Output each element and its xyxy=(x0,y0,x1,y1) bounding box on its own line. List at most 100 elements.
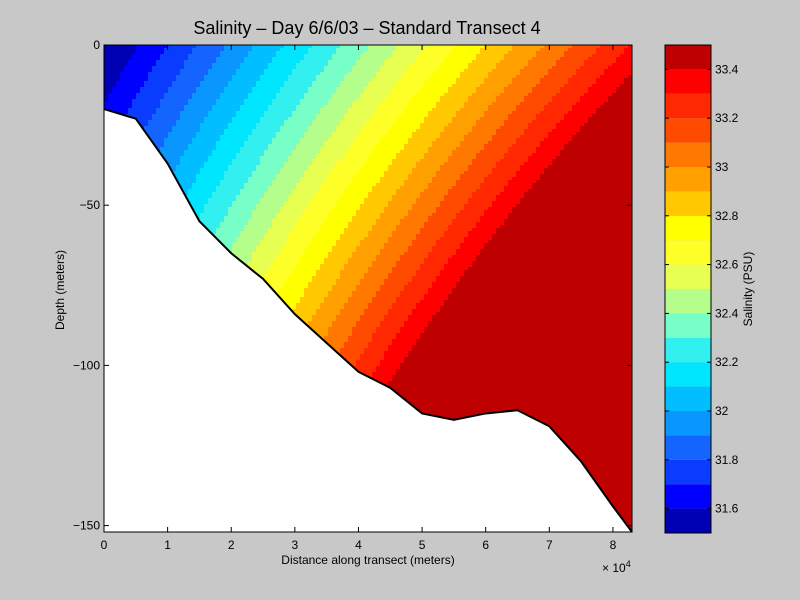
salinity-cell xyxy=(364,156,369,160)
salinity-cell xyxy=(352,195,357,199)
salinity-cell xyxy=(300,285,305,289)
salinity-cell xyxy=(336,216,341,220)
salinity-cell xyxy=(284,153,289,157)
salinity-cell xyxy=(340,186,345,190)
salinity-cell xyxy=(216,153,221,157)
salinity-cell xyxy=(300,189,305,193)
salinity-cell xyxy=(320,228,325,232)
salinity-cell xyxy=(312,300,317,304)
salinity-cell xyxy=(312,222,317,226)
salinity-cell xyxy=(300,273,305,277)
salinity-cell xyxy=(228,60,233,64)
salinity-cell xyxy=(324,54,329,58)
salinity-cell xyxy=(156,132,161,136)
salinity-cell xyxy=(200,147,205,151)
salinity-cell xyxy=(368,369,373,373)
salinity-cell xyxy=(340,333,345,337)
salinity-cell xyxy=(232,105,237,109)
salinity-cell xyxy=(372,117,377,121)
salinity-cell xyxy=(204,57,209,61)
salinity-cell xyxy=(244,87,249,91)
salinity-cell xyxy=(220,108,225,112)
salinity-cell xyxy=(208,105,213,109)
salinity-cell xyxy=(316,138,321,142)
salinity-cell xyxy=(184,90,189,94)
salinity-cell xyxy=(140,84,145,88)
salinity-cell xyxy=(272,138,277,142)
salinity-cell xyxy=(312,75,317,79)
salinity-cell xyxy=(300,81,305,85)
salinity-cell xyxy=(316,186,321,190)
salinity-cell xyxy=(148,69,153,73)
salinity-cell xyxy=(268,144,273,148)
salinity-cell xyxy=(320,183,325,187)
salinity-cell xyxy=(372,114,377,118)
salinity-cell xyxy=(328,267,333,271)
salinity-cell xyxy=(372,357,377,361)
salinity-cell xyxy=(308,213,313,217)
salinity-cell xyxy=(264,183,269,187)
salinity-cell xyxy=(148,120,153,124)
salinity-cell xyxy=(308,252,313,256)
salinity-cell xyxy=(300,156,305,160)
salinity-cell xyxy=(276,96,281,100)
salinity-cell xyxy=(204,93,209,97)
salinity-cell xyxy=(224,66,229,70)
salinity-cell xyxy=(336,69,341,73)
salinity-cell xyxy=(332,81,337,85)
salinity-cell xyxy=(240,204,245,208)
salinity-cell xyxy=(212,213,217,217)
salinity-cell xyxy=(144,72,149,76)
salinity-cell xyxy=(328,174,333,178)
salinity-cell xyxy=(352,312,357,316)
salinity-cell xyxy=(284,249,289,253)
salinity-cell xyxy=(160,102,165,106)
salinity-cell xyxy=(248,219,253,223)
salinity-cell xyxy=(268,255,273,259)
salinity-cell xyxy=(184,117,189,121)
salinity-cell xyxy=(316,159,321,163)
salinity-cell xyxy=(372,63,377,67)
salinity-cell xyxy=(340,117,345,121)
salinity-cell xyxy=(360,195,365,199)
salinity-cell xyxy=(376,288,381,292)
salinity-cell xyxy=(288,165,293,169)
salinity-cell xyxy=(324,93,329,97)
salinity-cell xyxy=(232,198,237,202)
salinity-cell xyxy=(252,108,257,112)
salinity-cell xyxy=(308,171,313,175)
salinity-cell xyxy=(356,276,361,280)
salinity-cell xyxy=(236,249,241,253)
salinity-cell xyxy=(320,129,325,133)
salinity-cell xyxy=(328,186,333,190)
salinity-cell xyxy=(372,189,377,193)
salinity-cell xyxy=(196,204,201,208)
salinity-cell xyxy=(160,132,165,136)
salinity-cell xyxy=(160,57,165,61)
salinity-cell xyxy=(276,54,281,58)
salinity-cell xyxy=(308,243,313,247)
salinity-cell xyxy=(276,282,281,286)
salinity-cell xyxy=(196,159,201,163)
salinity-cell xyxy=(256,141,261,145)
salinity-cell xyxy=(336,228,341,232)
salinity-cell xyxy=(340,93,345,97)
salinity-cell xyxy=(296,237,301,241)
salinity-cell xyxy=(200,168,205,172)
salinity-cell xyxy=(280,156,285,160)
salinity-cell xyxy=(292,126,297,130)
salinity-cell xyxy=(312,168,317,172)
salinity-cell xyxy=(260,69,265,73)
salinity-cell xyxy=(260,87,265,91)
salinity-cell xyxy=(204,66,209,70)
salinity-cell xyxy=(292,264,297,268)
salinity-cell xyxy=(192,192,197,196)
salinity-cell xyxy=(372,150,377,154)
salinity-cell xyxy=(280,279,285,283)
salinity-cell xyxy=(340,84,345,88)
salinity-cell xyxy=(336,270,341,274)
salinity-cell xyxy=(256,252,261,256)
salinity-cell xyxy=(344,147,349,151)
salinity-cell xyxy=(232,249,237,253)
salinity-cell xyxy=(296,216,301,220)
